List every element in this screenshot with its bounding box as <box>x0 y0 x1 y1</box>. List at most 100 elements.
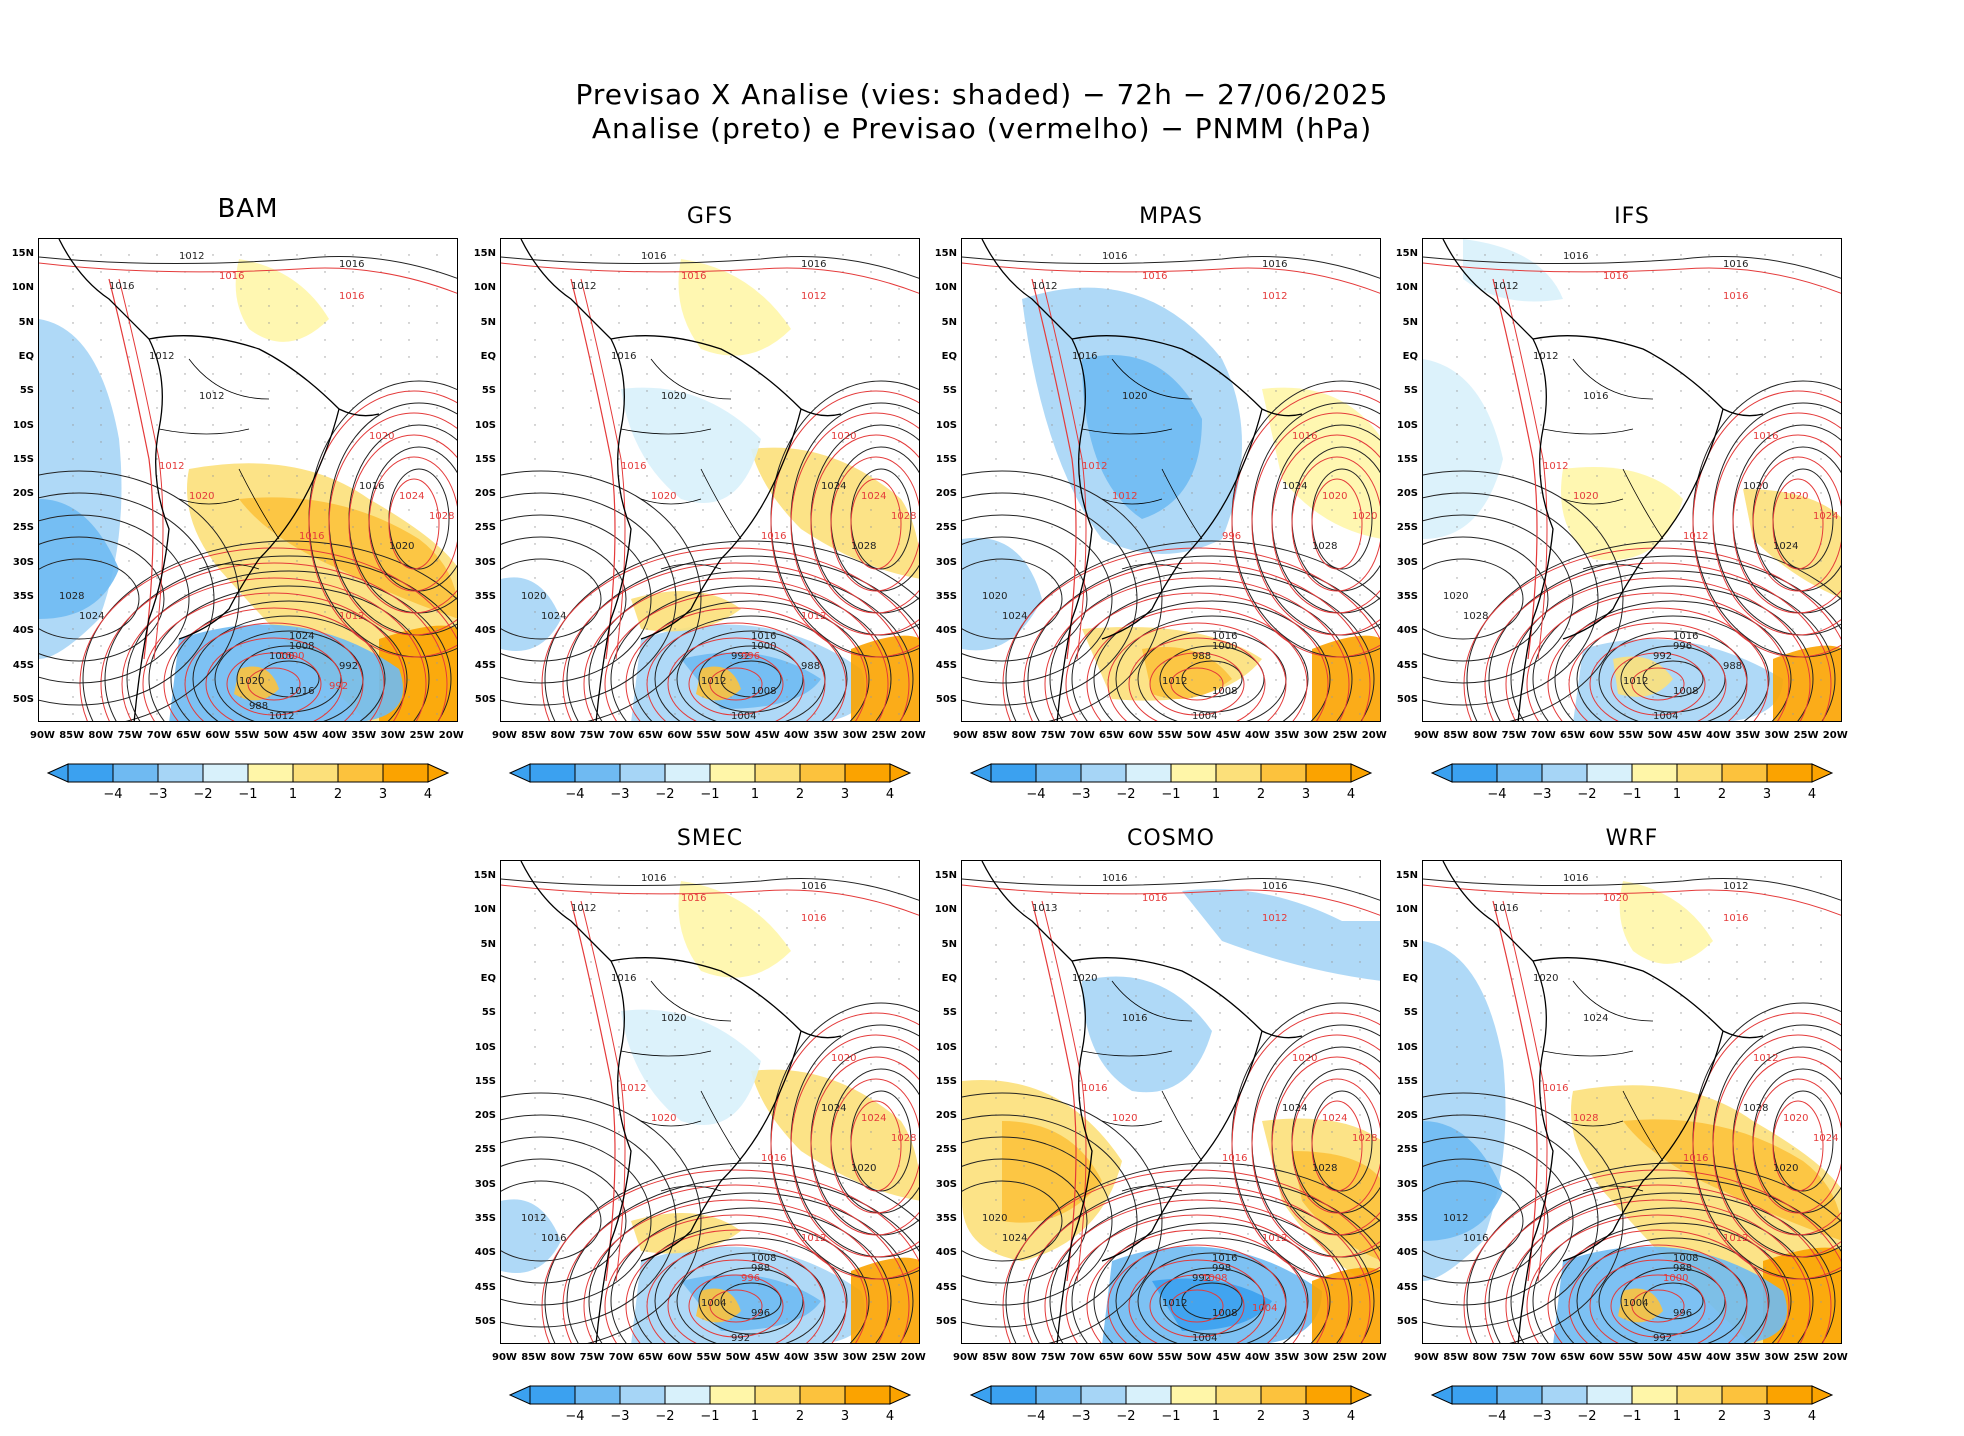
colorbar-segment <box>1811 763 1834 783</box>
lat-label: 10N <box>1395 282 1418 294</box>
forecast-isobar <box>850 478 902 570</box>
analysis-isobar-label: 1020 <box>389 541 414 552</box>
analysis-isobar-label: 1024 <box>1002 611 1027 622</box>
colorbar-segment <box>508 763 531 783</box>
lon-label: 90W <box>492 730 517 741</box>
lat-label: 50S <box>474 693 496 705</box>
analysis-isobar-label: 1028 <box>851 541 876 552</box>
lat-label: 10S <box>935 1041 957 1053</box>
lon-label: 60W <box>667 1352 693 1363</box>
analysis-isobar <box>962 256 1380 279</box>
lat-label: 10N <box>11 282 34 294</box>
lat-label: 20S <box>1396 1110 1418 1122</box>
bias-shade <box>1619 881 1713 964</box>
lon-label: 25W <box>1793 730 1819 741</box>
forecast-isobar-label: 1020 <box>1322 491 1347 502</box>
forecast-isobar-label: 1020 <box>1573 491 1598 502</box>
forecast-isobar-label: 1016 <box>1723 913 1748 924</box>
forecast-isobar <box>1086 607 1308 721</box>
lon-label: 30W <box>1764 1352 1790 1363</box>
forecast-isobar <box>1023 1184 1371 1343</box>
colorbar-segment <box>508 1385 531 1405</box>
forecast-isobar <box>604 1214 868 1343</box>
lon-label: 65W <box>1099 730 1124 741</box>
analysis-isobar <box>1049 570 1375 721</box>
colorbar-tick-label: −4 <box>1026 1409 1045 1424</box>
analysis-isobar-label: 1016 <box>801 881 826 892</box>
forecast-isobar-label: 1016 <box>801 913 826 924</box>
colorbar-segment <box>1125 1385 1172 1405</box>
lat-label: 45S <box>1396 659 1418 671</box>
analysis-isobar <box>1423 1092 1624 1343</box>
forecast-isobar <box>1547 607 1769 721</box>
lon-label: 90W <box>953 730 978 741</box>
colorbar-tick-label: −2 <box>1577 1409 1596 1424</box>
map-canvas: 1016 1012 1016 1020 1024 1028 1020 1016 1012 1008… <box>1423 861 1841 1343</box>
colorbar-segment <box>1430 763 1453 783</box>
forecast-isobar-label: 996 <box>741 1273 760 1284</box>
lat-label: 15N <box>473 248 496 259</box>
lon-label: 30W <box>1303 730 1329 741</box>
colorbar-tick-label: 4 <box>1808 787 1816 802</box>
lon-label: 55W <box>1157 1352 1183 1363</box>
forecast-isobar-label: 1020 <box>1112 1113 1137 1124</box>
forecast-isobar <box>850 1100 902 1192</box>
analysis-isobar-label: 1016 <box>1212 631 1237 642</box>
analysis-isobar-label: 1016 <box>289 686 314 697</box>
analysis-isobar <box>1423 492 1599 706</box>
analysis-isobar <box>501 514 652 684</box>
lon-label: 45W <box>1676 730 1702 741</box>
bias-shade <box>501 577 561 651</box>
lon-label: 65W <box>176 730 201 741</box>
colorbar-segment <box>1035 1385 1082 1405</box>
lat-label: 5S <box>942 385 957 397</box>
colorbar-segment <box>1541 1385 1588 1405</box>
lat-label: 5S <box>942 1007 957 1019</box>
lon-label: 20W <box>900 730 926 741</box>
colorbar-tick-label: −4 <box>103 787 122 802</box>
colorbar-segment <box>1586 763 1633 783</box>
forecast-isobar-label: 1004 <box>1252 1303 1277 1314</box>
coastline <box>1442 239 1764 721</box>
bias-shade <box>851 635 919 721</box>
bias-shade <box>621 387 761 503</box>
forecast-isobar-label: 1016 <box>681 893 706 904</box>
colorbar-segment <box>1035 763 1082 783</box>
lat-label: 15N <box>1395 248 1418 259</box>
analysis-isobar-label: 1008 <box>751 1253 776 1264</box>
analysis-isobar <box>1576 1237 1770 1343</box>
lon-label: 85W <box>1443 1352 1469 1363</box>
lon-label: 45W <box>1676 1352 1702 1363</box>
lon-label: 70W <box>608 1352 634 1363</box>
forecast-isobar-label: 1012 <box>1723 1233 1748 1244</box>
colorbar-segment <box>1125 763 1172 783</box>
colorbar-tick-label: −3 <box>610 787 629 802</box>
colorbar-tick-label: −3 <box>1532 1409 1551 1424</box>
analysis-isobar <box>501 1092 702 1343</box>
forecast-isobar <box>1526 592 1790 721</box>
colorbar-segment <box>574 763 621 783</box>
colorbar-segment <box>292 763 339 783</box>
forecast-isobar <box>583 577 889 721</box>
lon-label: 75W <box>1040 1352 1066 1363</box>
lon-label: 55W <box>696 730 722 741</box>
forecast-isobar <box>1752 456 1841 592</box>
analysis-isobar <box>1423 878 1841 901</box>
analysis-isobar <box>39 558 140 640</box>
analysis-isobar-label: 1024 <box>821 481 846 492</box>
colorbar-tick-label: −3 <box>1071 787 1090 802</box>
analysis-isobar-label: 1024 <box>79 611 104 622</box>
lat-label: 20S <box>935 1110 957 1122</box>
country-border <box>620 358 742 570</box>
analysis-isobar <box>1159 645 1265 713</box>
forecast-isobar-label: 1020 <box>1783 1113 1808 1124</box>
lon-label: 60W <box>1589 1352 1615 1363</box>
forecast-isobar-label: 1016 <box>1142 893 1167 904</box>
colorbar-tick-label: −1 <box>1622 787 1641 802</box>
forecast-isobar <box>810 434 919 614</box>
colorbar-segment <box>709 763 756 783</box>
analysis-isobar <box>192 615 386 721</box>
colorbar-segment <box>1496 763 1543 783</box>
analysis-isobar-label: 988 <box>1673 1263 1692 1274</box>
colorbar-segment <box>574 1385 621 1405</box>
